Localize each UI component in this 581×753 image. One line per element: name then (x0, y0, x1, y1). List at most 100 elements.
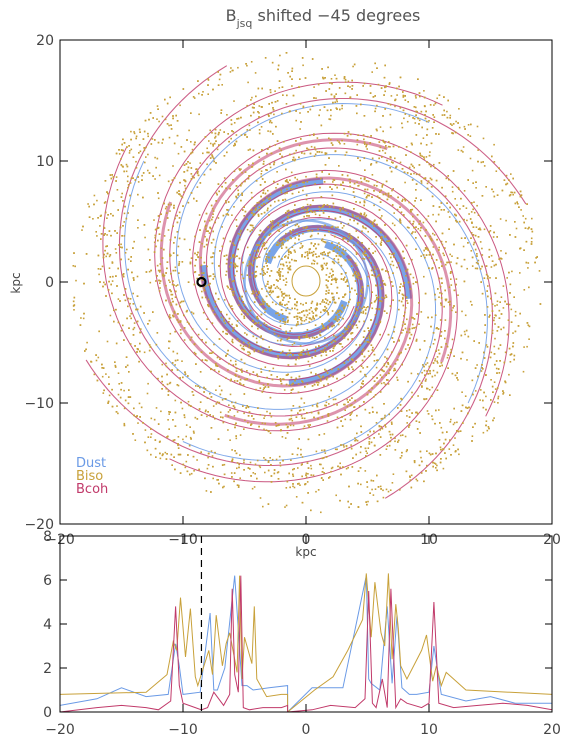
bcoh-arm (169, 97, 527, 381)
biso-point (129, 182, 132, 184)
biso-point (204, 296, 207, 299)
biso-point (311, 405, 314, 407)
biso-point (409, 476, 411, 478)
biso-point (103, 202, 106, 204)
biso-point (157, 192, 159, 194)
biso-point (366, 135, 369, 138)
biso-point (215, 389, 217, 391)
biso-point (258, 379, 261, 382)
biso-point (379, 429, 381, 431)
biso-point (314, 213, 317, 216)
biso-point (268, 250, 271, 252)
biso-point (345, 445, 348, 447)
biso-point (363, 82, 366, 85)
biso-point (408, 328, 411, 330)
biso-point (364, 250, 366, 253)
biso-point (178, 190, 180, 192)
biso-point (431, 267, 434, 269)
biso-point (451, 338, 454, 341)
biso-point (343, 143, 346, 145)
biso-point (378, 274, 380, 276)
biso-point (391, 260, 394, 263)
biso-point (232, 293, 234, 295)
biso-point (370, 163, 373, 165)
biso-point (147, 135, 149, 138)
biso-point (379, 284, 382, 286)
biso-point (177, 443, 179, 445)
biso-point (380, 231, 382, 234)
biso-point (455, 311, 457, 313)
biso-point (320, 124, 323, 127)
biso-point (308, 308, 311, 311)
biso-point (415, 420, 418, 422)
biso-point (409, 479, 412, 481)
biso-point (315, 490, 317, 493)
biso-point (173, 142, 176, 145)
biso-point (319, 334, 321, 336)
biso-point (281, 436, 284, 438)
biso-point (101, 375, 104, 378)
biso-point (194, 264, 196, 267)
biso-point (368, 441, 370, 443)
biso-point (292, 388, 294, 391)
biso-point (157, 215, 160, 217)
biso-point (190, 438, 192, 440)
biso-point (467, 335, 470, 338)
biso-point (256, 373, 258, 376)
biso-point (123, 235, 126, 237)
biso-point (159, 263, 162, 265)
biso-point (108, 376, 110, 378)
biso-point (188, 129, 190, 132)
biso-point (291, 85, 293, 87)
biso-point (331, 368, 333, 371)
biso-point (410, 372, 413, 375)
biso-point (287, 239, 289, 242)
biso-point (328, 173, 330, 175)
biso-point (495, 314, 497, 317)
biso-point (434, 358, 437, 360)
biso-point (328, 157, 330, 159)
biso-point (271, 301, 274, 304)
biso-point (167, 419, 169, 421)
biso-point (360, 289, 362, 292)
biso-point (434, 293, 436, 296)
biso-point (228, 321, 230, 323)
biso-point (490, 266, 493, 268)
biso-point (466, 267, 468, 270)
biso-point (269, 120, 272, 122)
biso-point (272, 225, 274, 227)
biso-point (132, 292, 134, 295)
biso-point (382, 489, 384, 492)
biso-point (122, 324, 124, 327)
biso-point (411, 208, 414, 211)
biso-point (332, 202, 335, 205)
biso-point (410, 163, 413, 166)
biso-point (249, 262, 252, 265)
biso-point (162, 274, 164, 277)
biso-point (375, 366, 378, 369)
biso-point (260, 175, 263, 178)
biso-point (382, 149, 384, 152)
biso-point (316, 262, 319, 265)
biso-point (508, 373, 510, 376)
biso-point (243, 461, 245, 464)
biso-point (251, 96, 253, 99)
biso-point (494, 323, 496, 325)
biso-point (212, 157, 215, 160)
biso-point (433, 262, 435, 264)
biso-point (296, 323, 298, 326)
biso-point (412, 220, 415, 223)
biso-point (334, 448, 337, 451)
biso-point (220, 316, 223, 319)
biso-point (500, 258, 503, 260)
biso-point (287, 319, 289, 322)
biso-point (309, 317, 312, 320)
biso-point (234, 144, 236, 146)
biso-point (471, 435, 474, 437)
biso-point (387, 379, 389, 381)
biso-point (385, 180, 388, 183)
biso-point (113, 309, 115, 312)
biso-point (477, 149, 479, 151)
biso-point (433, 234, 436, 236)
